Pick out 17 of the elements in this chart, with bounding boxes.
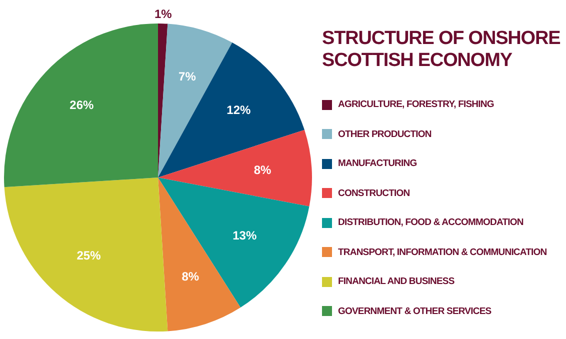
- data-label: 8%: [254, 163, 272, 178]
- data-label: 12%: [226, 103, 252, 118]
- text: STRUCTURE OF ONSHORE SCOTTISH ECONOMY: [322, 28, 562, 72]
- data-label: 7%: [178, 69, 196, 84]
- data-label: 13%: [232, 228, 257, 243]
- legend-label: FINANCIAL AND BUSINESS: [338, 276, 454, 288]
- data-label: 25%: [76, 248, 102, 262]
- legend-label: OTHER PRODUCTION: [338, 128, 432, 140]
- legend-label: GOVERNMENT & OTHER SERVICES: [338, 306, 492, 317]
- legend-label: AGRICULTURE, FORESTRY, FISHING: [338, 99, 494, 110]
- data-label: 8%: [182, 269, 200, 284]
- data-label: 26%: [70, 98, 94, 112]
- legend-label: CONSTRUCTION: [338, 188, 410, 199]
- data-label: 1%: [154, 6, 172, 21]
- legend-label: TRANSPORT, INFORMATION & COMMUNICATION: [338, 246, 547, 258]
- legend-label: MANUFACTURING: [338, 158, 417, 170]
- legend-label: DISTRIBUTION, FOOD & ACCOMMODATION: [338, 217, 524, 228]
